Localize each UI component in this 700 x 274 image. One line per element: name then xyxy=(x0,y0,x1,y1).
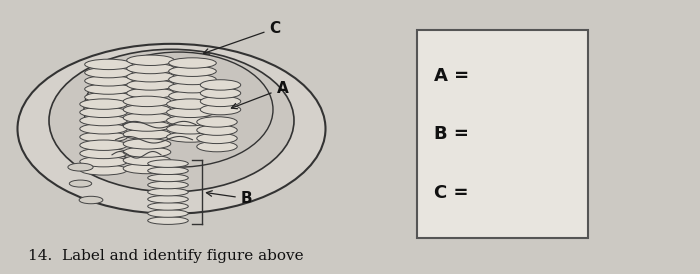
Ellipse shape xyxy=(123,113,171,123)
Ellipse shape xyxy=(80,124,127,134)
Ellipse shape xyxy=(148,160,188,167)
Ellipse shape xyxy=(80,132,127,142)
Ellipse shape xyxy=(123,155,171,165)
Ellipse shape xyxy=(169,91,216,101)
Ellipse shape xyxy=(80,99,127,109)
Ellipse shape xyxy=(80,156,127,167)
Ellipse shape xyxy=(148,181,188,189)
Ellipse shape xyxy=(148,174,188,182)
Ellipse shape xyxy=(148,167,188,175)
Ellipse shape xyxy=(169,82,216,93)
Ellipse shape xyxy=(123,96,171,107)
Ellipse shape xyxy=(80,165,127,175)
Ellipse shape xyxy=(127,80,174,90)
Ellipse shape xyxy=(169,66,216,76)
Ellipse shape xyxy=(127,55,174,65)
Ellipse shape xyxy=(169,58,216,68)
Text: A: A xyxy=(232,81,288,109)
Ellipse shape xyxy=(80,115,127,126)
Ellipse shape xyxy=(148,188,188,196)
Ellipse shape xyxy=(85,67,132,78)
Ellipse shape xyxy=(167,99,214,109)
Ellipse shape xyxy=(148,202,188,210)
Ellipse shape xyxy=(200,104,241,115)
Ellipse shape xyxy=(80,140,127,150)
Ellipse shape xyxy=(123,163,171,174)
Text: C: C xyxy=(204,21,281,54)
Ellipse shape xyxy=(167,107,214,118)
Ellipse shape xyxy=(85,92,132,102)
Ellipse shape xyxy=(84,52,273,167)
Text: C =: C = xyxy=(434,184,468,202)
Ellipse shape xyxy=(167,124,214,134)
Ellipse shape xyxy=(123,129,171,139)
Ellipse shape xyxy=(127,63,174,74)
Ellipse shape xyxy=(79,196,103,204)
Ellipse shape xyxy=(167,132,214,142)
Ellipse shape xyxy=(85,84,132,94)
Ellipse shape xyxy=(68,163,93,171)
Ellipse shape xyxy=(200,80,241,90)
Text: B =: B = xyxy=(434,125,469,143)
Bar xyxy=(416,30,588,238)
Text: A =: A = xyxy=(434,67,469,85)
Ellipse shape xyxy=(49,49,294,192)
Ellipse shape xyxy=(197,133,237,144)
Ellipse shape xyxy=(123,121,171,131)
Ellipse shape xyxy=(197,125,237,135)
Ellipse shape xyxy=(127,72,174,82)
Ellipse shape xyxy=(200,88,241,98)
Ellipse shape xyxy=(80,107,127,118)
Ellipse shape xyxy=(80,148,127,159)
Ellipse shape xyxy=(148,210,188,217)
Ellipse shape xyxy=(197,117,237,127)
Ellipse shape xyxy=(167,115,214,126)
Ellipse shape xyxy=(18,44,326,214)
Ellipse shape xyxy=(123,147,171,157)
Ellipse shape xyxy=(85,59,132,70)
Ellipse shape xyxy=(148,195,188,203)
Ellipse shape xyxy=(169,74,216,85)
Ellipse shape xyxy=(200,96,241,107)
Text: B: B xyxy=(206,191,253,206)
Text: 14.  Label and identify figure above: 14. Label and identify figure above xyxy=(28,249,304,263)
Ellipse shape xyxy=(85,76,132,86)
Ellipse shape xyxy=(127,88,174,98)
Ellipse shape xyxy=(123,139,171,149)
Ellipse shape xyxy=(148,217,188,224)
Ellipse shape xyxy=(69,180,92,187)
Ellipse shape xyxy=(197,141,237,152)
Ellipse shape xyxy=(123,104,171,115)
